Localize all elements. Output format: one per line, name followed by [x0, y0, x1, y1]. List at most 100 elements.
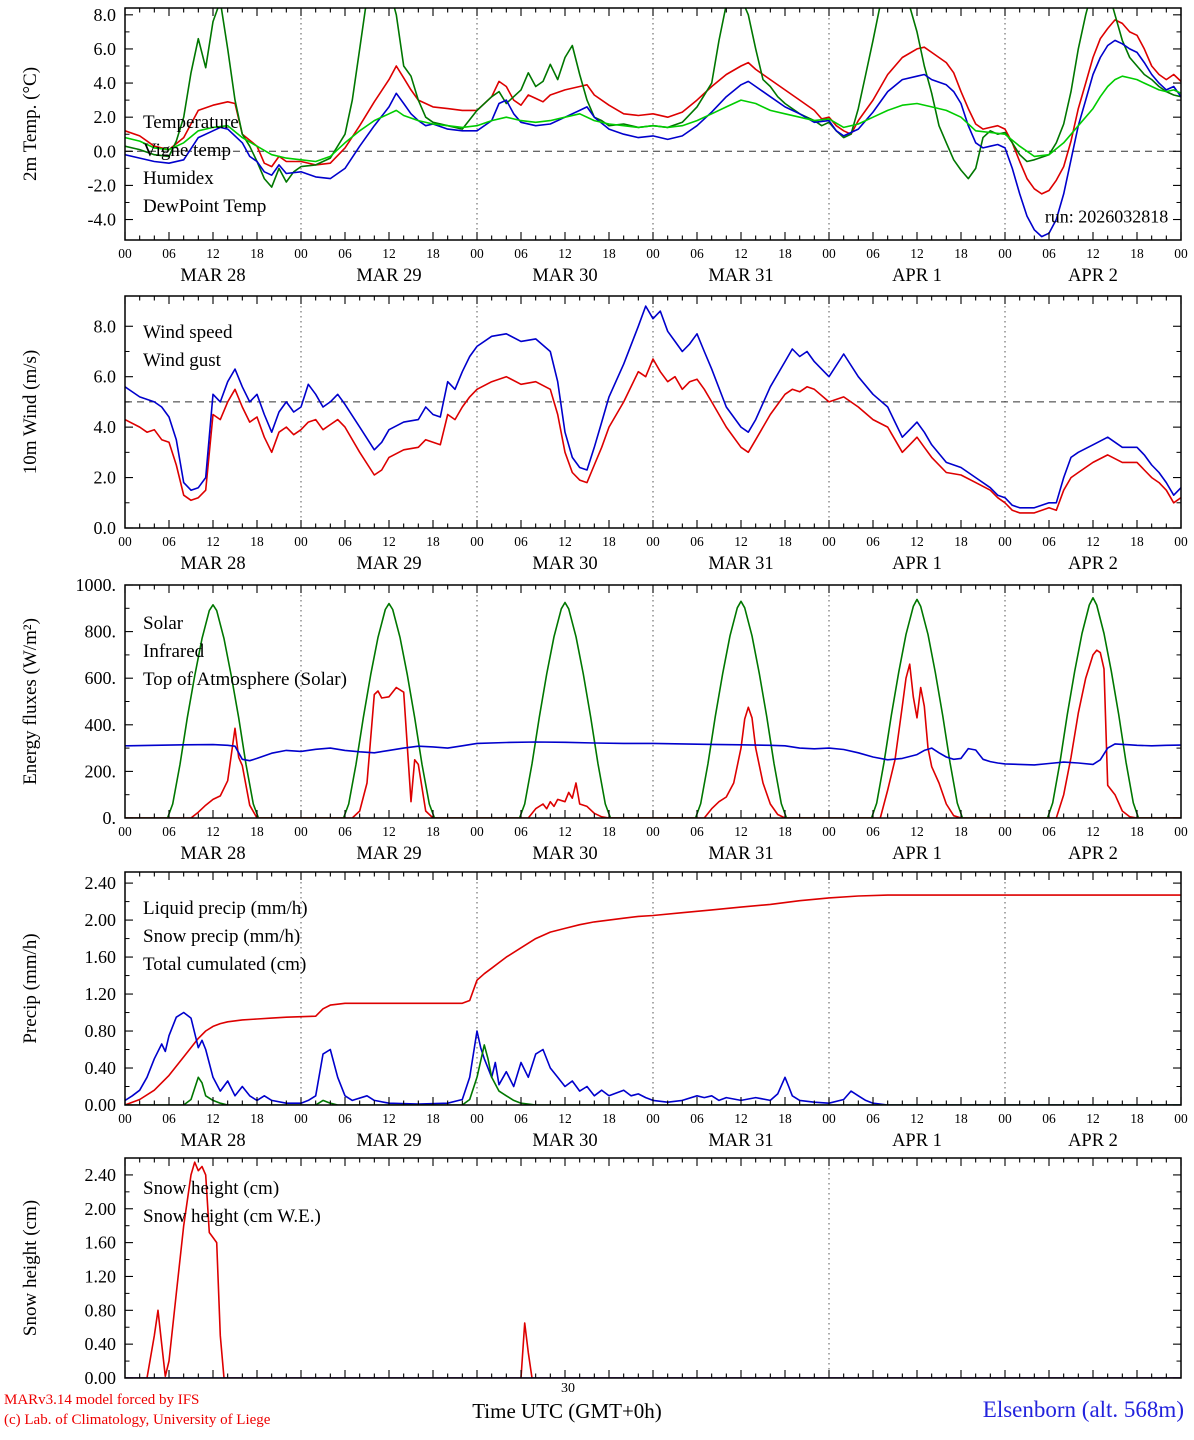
hour-label: 12: [206, 246, 220, 261]
hour-label: 00: [998, 1111, 1012, 1126]
day-label: MAR 28: [180, 554, 245, 574]
y-axis-title-snow: Snow height (cm): [20, 1200, 41, 1336]
hour-label: 00: [1174, 534, 1188, 549]
day-label: APR 1: [892, 844, 942, 864]
day-label: APR 1: [892, 266, 942, 286]
y-tick-label: 8.0: [94, 316, 117, 336]
hour-label: 00: [822, 1111, 836, 1126]
legend-energy-0: Solar: [143, 613, 184, 634]
legend-precip-1: Snow precip (mm/h): [143, 926, 300, 947]
hour-label: 00: [646, 1111, 660, 1126]
y-tick-label: 1.20: [85, 984, 117, 1004]
series-snow-precip-line: [125, 1011, 1181, 1105]
y-tick-label: 2.0: [94, 468, 117, 488]
hour-label: 12: [734, 1111, 748, 1126]
hour-label: 18: [250, 534, 264, 549]
plot-frame: [124, 1157, 1182, 1379]
y-tick-label: 2.0: [94, 107, 117, 127]
hour-label: 06: [690, 1111, 704, 1126]
hour-label: 06: [514, 246, 528, 261]
hour-label: 12: [1086, 1111, 1100, 1126]
hour-label: 18: [426, 824, 440, 839]
hour-label: 12: [382, 246, 396, 261]
hour-label: 06: [1042, 246, 1056, 261]
hour-label: 06: [162, 1111, 176, 1126]
y-tick-label: 400.: [85, 715, 117, 735]
hour-label: 06: [866, 534, 880, 549]
series-wind-gust-line: [125, 305, 1181, 509]
hour-label: 06: [866, 824, 880, 839]
y-axis-title-energy: Energy fluxes (W/m²): [20, 618, 41, 785]
hour-label: 06: [338, 1111, 352, 1126]
hour-label: 18: [778, 246, 792, 261]
hour-label: 18: [602, 1111, 616, 1126]
y-axis-title-wind: 10m Wind (m/s): [20, 350, 41, 475]
hour-label: 18: [250, 1111, 264, 1126]
y-tick-label: 2.00: [85, 910, 117, 930]
day-label: MAR 30: [532, 1131, 597, 1151]
hour-label: 12: [910, 246, 924, 261]
hour-label: 00: [118, 246, 132, 261]
legend-temperature-2: Humidex: [143, 168, 214, 189]
hour-label: 12: [734, 246, 748, 261]
y-tick-label: 800.: [85, 622, 117, 642]
legend-energy-2: Top of Atmosphere (Solar): [143, 669, 347, 690]
legend-wind-0: Wind speed: [143, 322, 233, 343]
panel-temperature: 8.0 6.0 4.0 2.0 0.0 -2.0 -4.0 00 06 12 18 00 06 12 18 0…: [20, 5, 1188, 286]
hour-label: 06: [514, 534, 528, 549]
series-vigne-temp-line: [125, 8, 1181, 188]
model-credit-line1: MARv3.14 model forced by IFS: [4, 1392, 200, 1408]
series-total-cumulated-line: [125, 894, 1181, 1105]
day-label: MAR 28: [180, 844, 245, 864]
hour-label: 12: [206, 534, 220, 549]
y-tick-label: 6.0: [94, 367, 117, 387]
hour-label: 18: [250, 246, 264, 261]
day-label: MAR 31: [708, 554, 773, 574]
legend-temperature-0: Temperature: [143, 112, 239, 133]
hour-label: 12: [382, 1111, 396, 1126]
hour-label: 00: [1174, 1111, 1188, 1126]
day-label: MAR 28: [180, 266, 245, 286]
y-tick-label: 4.0: [94, 417, 117, 437]
y-tick-label: 1.60: [85, 947, 117, 967]
y-tick-label: 1.20: [85, 1266, 117, 1286]
y-tick-label: 4.0: [94, 73, 117, 93]
hour-label: 00: [646, 534, 660, 549]
hour-label: 06: [514, 1111, 528, 1126]
hour-label: 18: [954, 246, 968, 261]
y-tick-label: 8.0: [94, 5, 117, 25]
station-label: Elsenborn (alt. 568m): [982, 1397, 1184, 1422]
hour-label: 00: [822, 534, 836, 549]
day-label: MAR 28: [180, 1131, 245, 1151]
hour-label: 18: [1130, 534, 1144, 549]
series-solar-line: [125, 649, 1181, 818]
hour-label: 18: [778, 824, 792, 839]
y-tick-label: 1000.: [76, 575, 117, 595]
hour-label: 12: [1086, 246, 1100, 261]
hour-label: 00: [646, 246, 660, 261]
y-tick-label: 2.40: [85, 873, 117, 893]
legend-temperature-3: DewPoint Temp: [143, 196, 266, 217]
y-tick-label: 0.40: [85, 1058, 117, 1078]
x-axis-title: Time UTC (GMT+0h): [472, 1399, 662, 1423]
day-label: MAR 30: [532, 844, 597, 864]
y-tick-label: -2.0: [88, 175, 117, 195]
y-tick-label: 0.80: [85, 1300, 117, 1320]
hour-label: 06: [866, 246, 880, 261]
hour-label: 12: [910, 534, 924, 549]
y-tick-label: -4.0: [88, 210, 117, 230]
hour-label: 18: [954, 824, 968, 839]
hour-label: 06: [690, 246, 704, 261]
hour-label: 12: [558, 824, 572, 839]
hour-label: 00: [294, 1111, 308, 1126]
hour-label: 00: [470, 246, 484, 261]
hour-label: 00: [294, 824, 308, 839]
y-tick-label: 0.: [103, 808, 117, 828]
plot-frame: [124, 871, 1182, 1106]
legend-snow-1: Snow height (cm W.E.): [143, 1206, 321, 1227]
hour-label: 18: [602, 246, 616, 261]
hour-label: 12: [558, 246, 572, 261]
hour-label: 12: [910, 824, 924, 839]
